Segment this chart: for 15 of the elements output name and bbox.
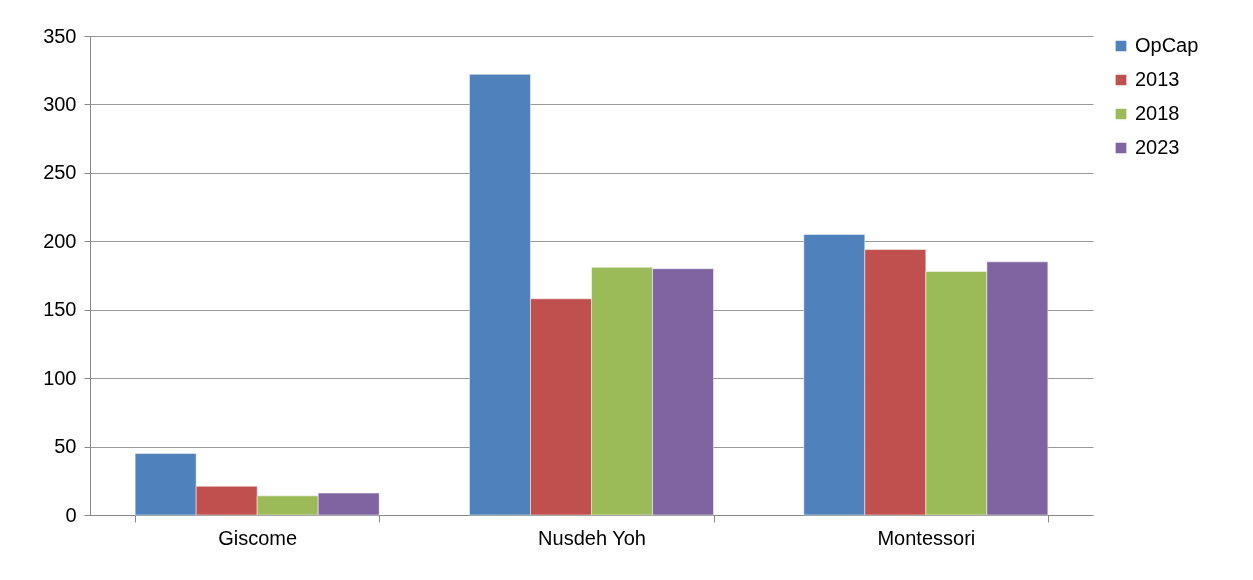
y-tick-label: 200	[43, 229, 77, 252]
legend-label: 2013	[1135, 68, 1180, 90]
legend-label: 2018	[1135, 102, 1180, 124]
legend-label: 2023	[1135, 136, 1180, 158]
x-tick-label: Montessori	[877, 526, 976, 549]
y-tick-label: 150	[43, 298, 77, 321]
x-tick-label: Giscome	[218, 526, 298, 549]
y-tick-label: 350	[43, 24, 77, 47]
legend-label: OpCap	[1135, 34, 1199, 56]
x-tick-label: Nusdeh Yoh	[538, 526, 646, 549]
y-tick-label: 50	[54, 435, 77, 458]
y-tick-label: 100	[43, 366, 77, 389]
y-tick-label: 250	[43, 161, 77, 184]
y-tick-label: 300	[43, 92, 77, 115]
y-tick-label: 0	[65, 503, 77, 526]
